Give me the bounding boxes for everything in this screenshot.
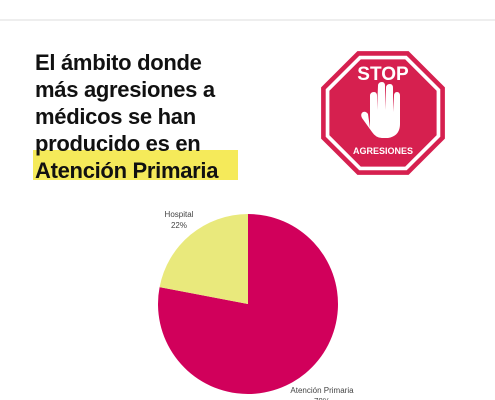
stop-sign: STOP AGRESIONES bbox=[321, 51, 445, 175]
headline-highlight: Atención Primaria bbox=[35, 158, 219, 183]
hand-icon bbox=[361, 82, 400, 138]
headline-line: más agresiones a bbox=[35, 77, 216, 102]
slice-name: Hospital bbox=[165, 210, 194, 219]
slice-value: 22% bbox=[171, 221, 187, 230]
slice-value: 78% bbox=[314, 397, 330, 400]
headline-line: El ámbito donde bbox=[35, 50, 202, 75]
highlight-box bbox=[33, 150, 238, 180]
sign-caption: AGRESIONES bbox=[353, 146, 413, 156]
sign-word: STOP bbox=[357, 64, 409, 85]
slice-name: Atención Primaria bbox=[290, 386, 354, 395]
pie-slice bbox=[159, 214, 248, 304]
pie-chart: Atención Primaria 78% Hospital 22% bbox=[158, 210, 354, 400]
headline-line: producido es en bbox=[35, 131, 200, 156]
headline-line: médicos se han bbox=[35, 104, 196, 129]
